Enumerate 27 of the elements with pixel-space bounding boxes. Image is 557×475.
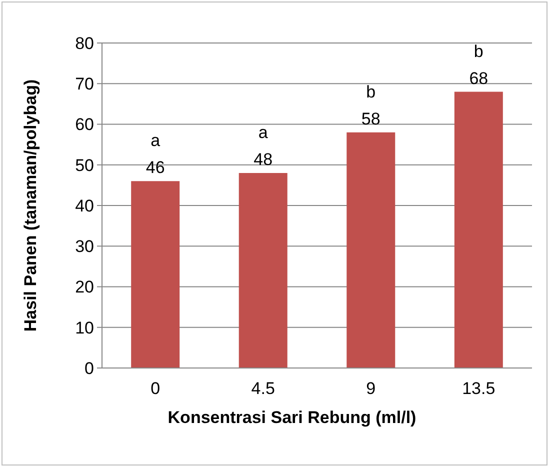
y-tick-label: 20 [75, 278, 94, 297]
x-tick-label: 4.5 [251, 379, 275, 398]
x-tick-label: 0 [150, 379, 160, 398]
y-tick-label: 60 [75, 115, 94, 134]
y-tick-label: 50 [75, 156, 94, 175]
x-tick-label: 9 [366, 379, 376, 398]
data-label: 68 [469, 68, 488, 88]
bar [346, 132, 396, 368]
annotation: b [474, 42, 484, 61]
y-axis-title: Hasil Panen (tanaman/polybag) [21, 79, 40, 332]
bar [131, 181, 180, 368]
annotation: a [150, 131, 161, 150]
y-tick-label: 30 [75, 237, 94, 256]
y-tick-label: 0 [84, 358, 94, 378]
y-tick-label: 70 [75, 74, 94, 94]
data-label: 48 [254, 150, 273, 169]
x-tick-label: 13.5 [462, 379, 496, 398]
annotation: a [258, 123, 268, 142]
bar [454, 92, 503, 368]
y-tick-label: 80 [75, 34, 94, 53]
y-tick-label: 10 [75, 318, 94, 338]
x-axis-title: Konsentrasi Sari Rebung (ml/l) [168, 408, 416, 427]
bar [238, 173, 288, 368]
annotation: b [366, 82, 376, 102]
data-label: 46 [146, 158, 165, 178]
y-tick-label: 40 [75, 196, 94, 216]
data-label: 58 [361, 109, 380, 128]
